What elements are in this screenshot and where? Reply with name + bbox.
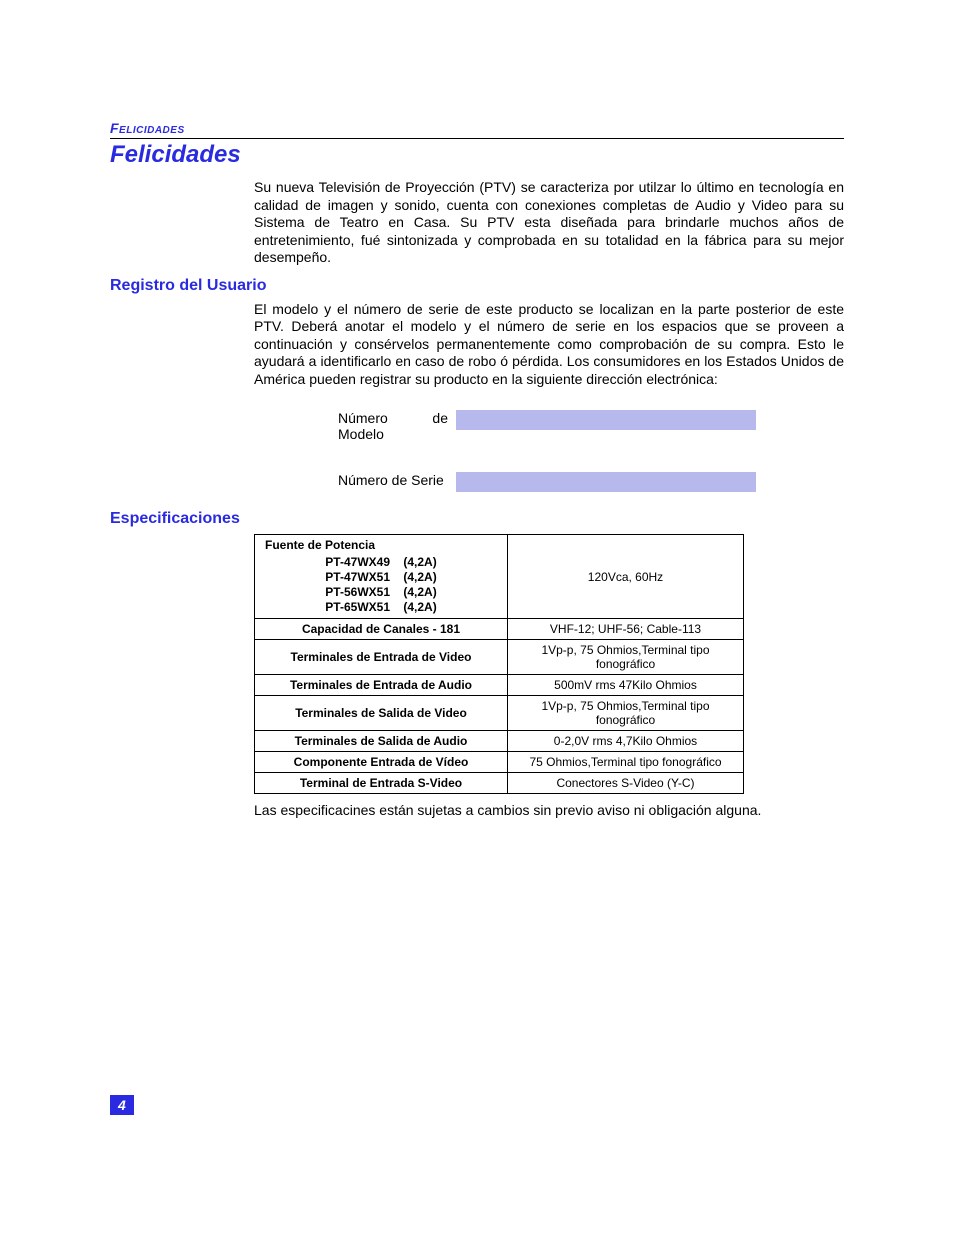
subhead-registro: Registro del Usuario [110, 277, 844, 295]
spec-label: Terminales de Entrada de Audio [255, 675, 508, 696]
spec-value: 0-2,0V rms 4,7Kilo Ohmios [508, 731, 744, 752]
serial-number-row: Número de Serie [338, 472, 844, 492]
specifications-note: Las especificacines están sujetas a camb… [254, 802, 844, 818]
model-line: PT-65WX51 (4,2A) [261, 600, 501, 615]
spec-label: Terminales de Salida de Video [255, 696, 508, 731]
power-source-header: Fuente de Potencia [261, 538, 501, 553]
intro-paragraph: Su nueva Televisión de Proyección (PTV) … [254, 179, 844, 267]
table-row: Fuente de Potencia PT-47WX49 (4,2A) PT-4… [255, 535, 744, 619]
model-line: PT-47WX49 (4,2A) [261, 555, 501, 570]
table-row: Terminales de Entrada de Video 1Vp-p, 75… [255, 640, 744, 675]
spec-label: Terminal de Entrada S-Video [255, 773, 508, 794]
registro-paragraph: El modelo y el número de serie de este p… [254, 301, 844, 389]
serial-number-input[interactable] [456, 472, 756, 492]
spec-value: 500mV rms 47Kilo Ohmios [508, 675, 744, 696]
table-row: Componente Entrada de Vídeo 75 Ohmios,Te… [255, 752, 744, 773]
spec-label: Terminales de Salida de Audio [255, 731, 508, 752]
header-rule [110, 138, 844, 139]
specifications-table: Fuente de Potencia PT-47WX49 (4,2A) PT-4… [254, 534, 744, 794]
spec-label: Componente Entrada de Vídeo [255, 752, 508, 773]
table-row: Terminales de Salida de Video 1Vp-p, 75 … [255, 696, 744, 731]
page-number: 4 [110, 1095, 134, 1115]
model-number-row: Número de Modelo [338, 410, 844, 442]
table-row: Terminales de Salida de Audio 0-2,0V rms… [255, 731, 744, 752]
spec-label: Capacidad de Canales - 181 [255, 619, 508, 640]
spec-value: 1Vp-p, 75 Ohmios,Terminal tipo fonográfi… [508, 696, 744, 731]
document-page: Felicidades Felicidades Su nueva Televis… [0, 0, 954, 1235]
subhead-especificaciones: Especificaciones [110, 510, 844, 528]
model-number-input[interactable] [456, 410, 756, 430]
table-row: Terminal de Entrada S-Video Conectores S… [255, 773, 744, 794]
spec-value: VHF-12; UHF-56; Cable-113 [508, 619, 744, 640]
model-line: PT-47WX51 (4,2A) [261, 570, 501, 585]
model-number-label: Número de Modelo [338, 410, 448, 442]
power-value-cell: 120Vca, 60Hz [508, 535, 744, 619]
spec-value: Conectores S-Video (Y-C) [508, 773, 744, 794]
page-title: Felicidades [110, 141, 844, 169]
spec-label: Terminales de Entrada de Video [255, 640, 508, 675]
power-source-cell: Fuente de Potencia PT-47WX49 (4,2A) PT-4… [255, 535, 508, 619]
table-row: Terminales de Entrada de Audio 500mV rms… [255, 675, 744, 696]
model-line: PT-56WX51 (4,2A) [261, 585, 501, 600]
spec-value: 75 Ohmios,Terminal tipo fonográfico [508, 752, 744, 773]
spec-value: 1Vp-p, 75 Ohmios,Terminal tipo fonográfi… [508, 640, 744, 675]
serial-number-label: Número de Serie [338, 472, 448, 488]
section-header-small: Felicidades [110, 120, 844, 136]
table-row: Capacidad de Canales - 181 VHF-12; UHF-5… [255, 619, 744, 640]
